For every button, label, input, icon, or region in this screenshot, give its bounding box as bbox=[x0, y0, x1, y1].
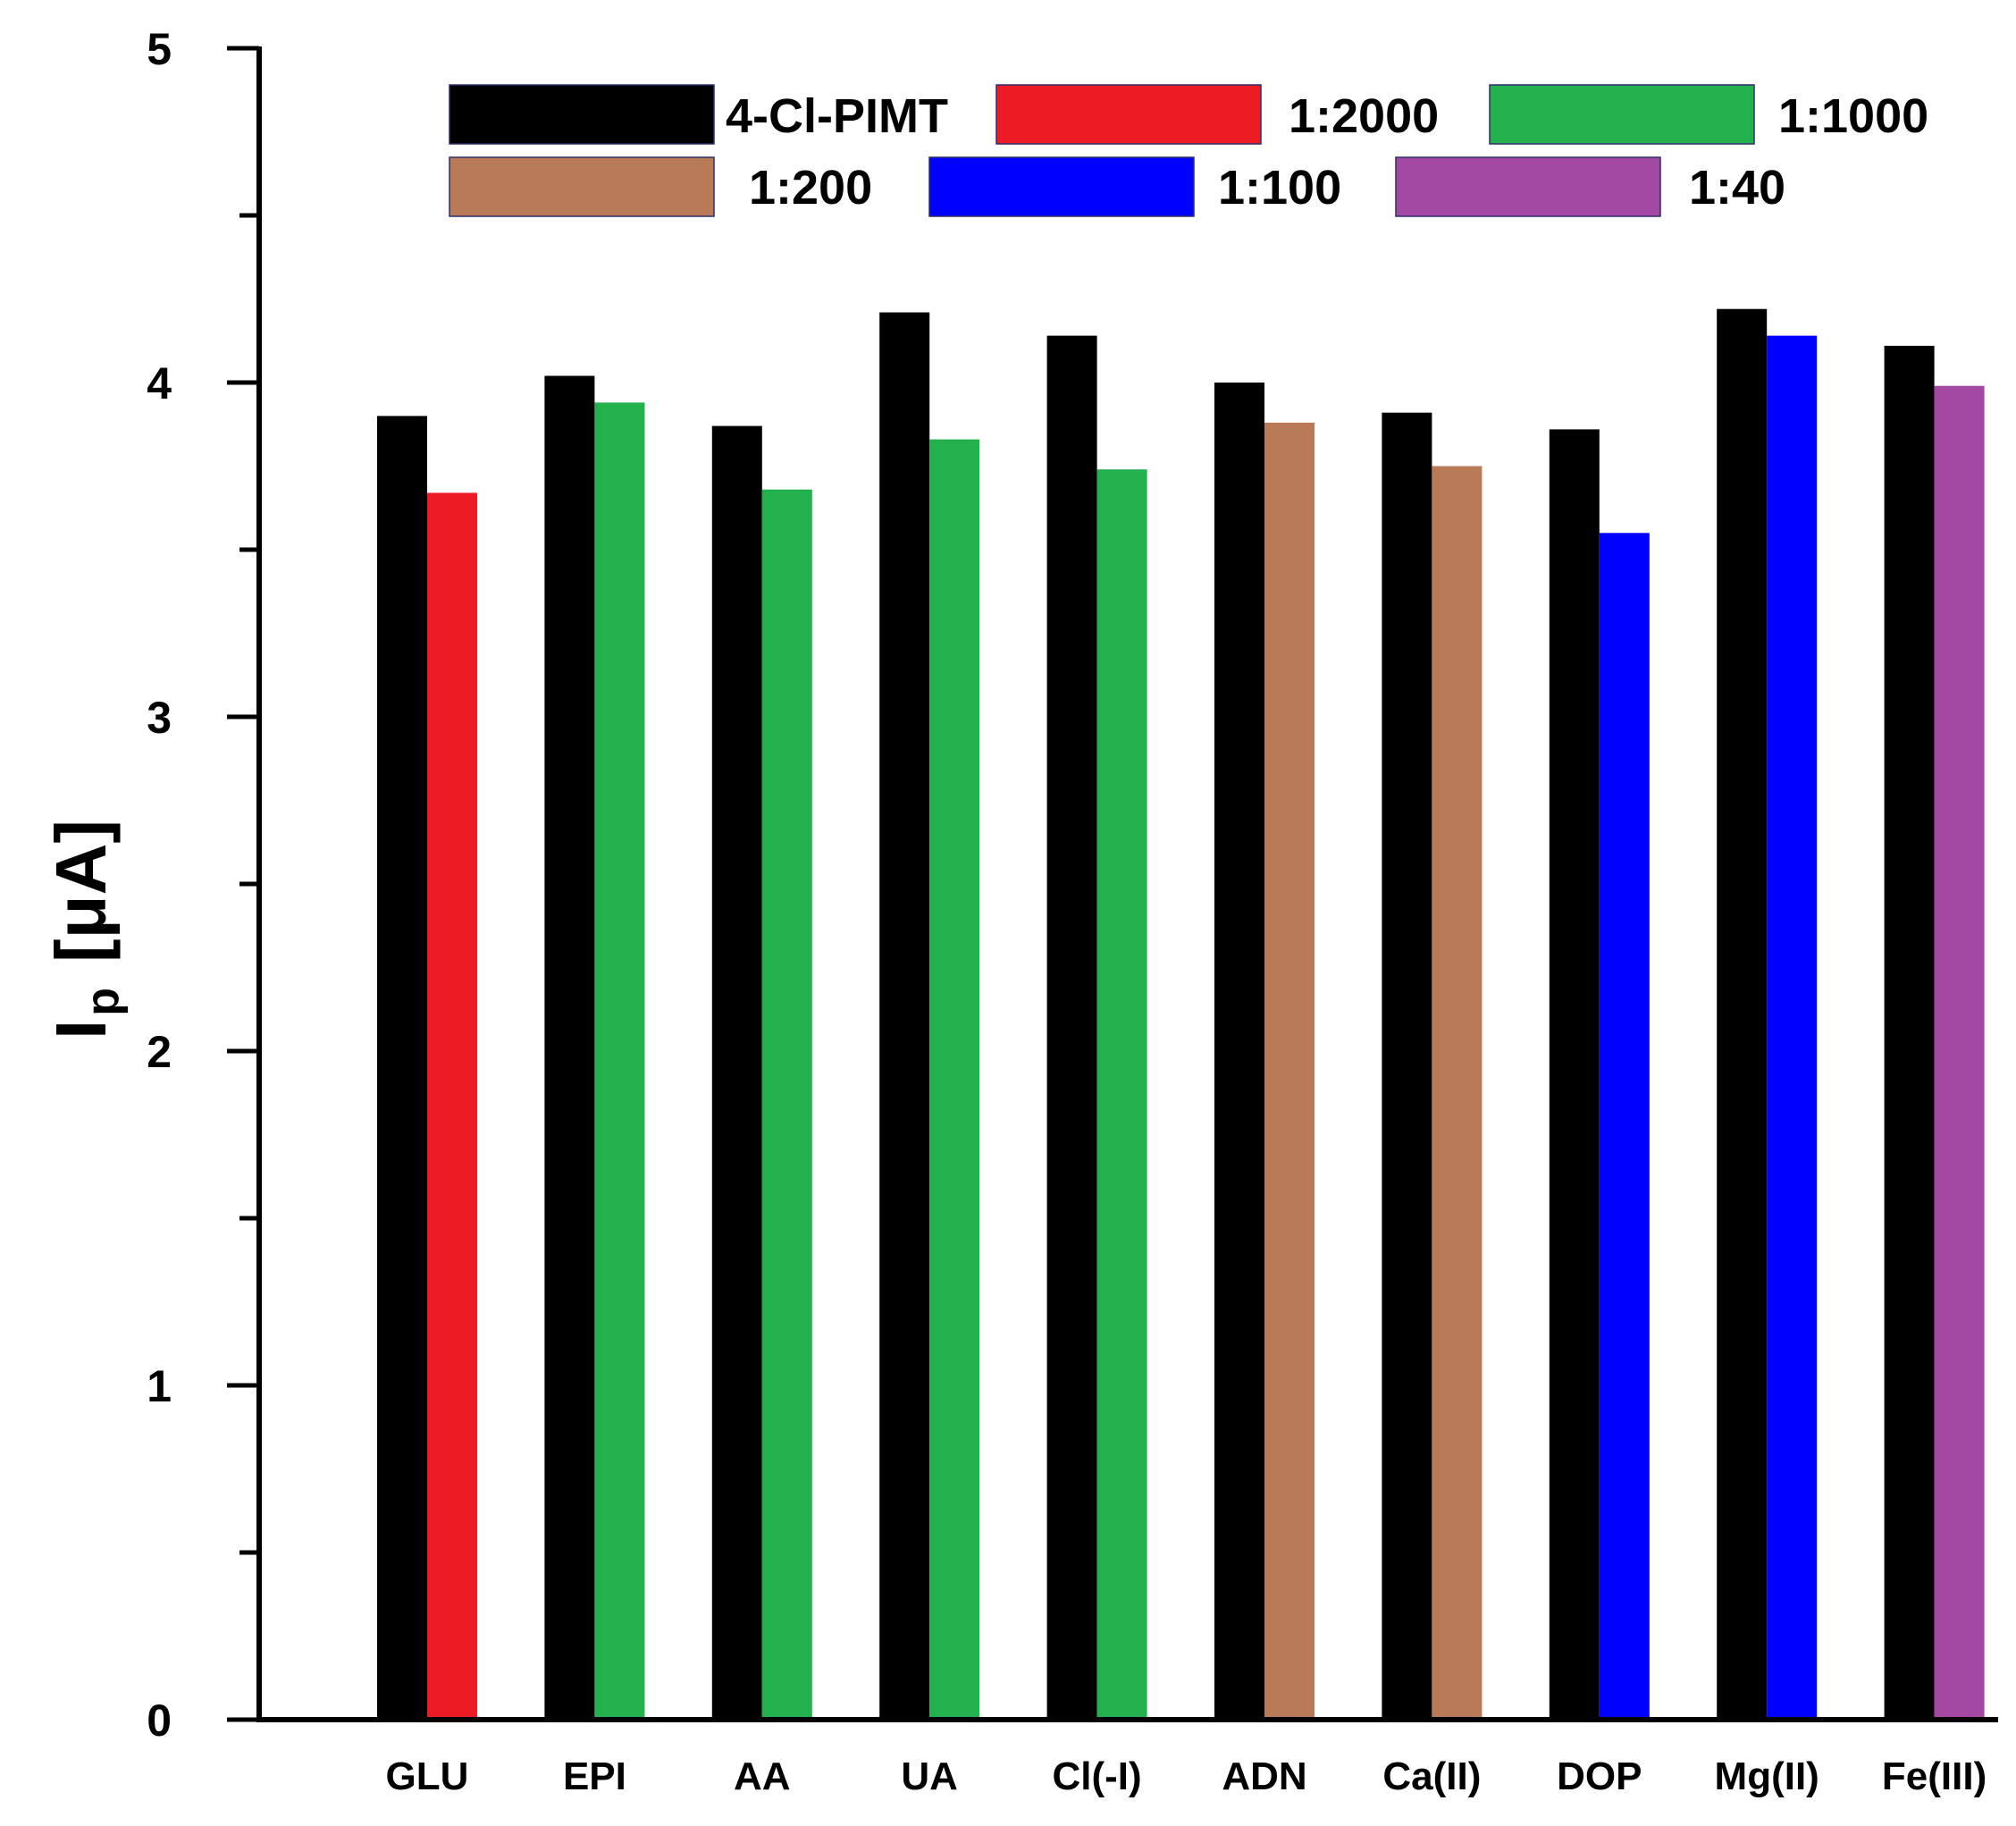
bar-4-Cl-PIMT-ADN bbox=[1214, 383, 1264, 1720]
legend-swatch-1:1000 bbox=[1489, 84, 1755, 145]
bar-1:1000-EPI bbox=[594, 402, 645, 1720]
bar-1:1000-Cl(-I) bbox=[1096, 469, 1147, 1721]
legend-swatch-1:40 bbox=[1395, 156, 1661, 217]
x-tick-label-ADN: ADN bbox=[1222, 1754, 1306, 1798]
legend: 4-Cl-PIMT 1:2000 1:1000 1:200 1:100 1:40 bbox=[449, 84, 1928, 217]
bar-4-Cl-PIMT-Cl(-I) bbox=[1046, 335, 1097, 1721]
bar-4-Cl-PIMT-Ca(II) bbox=[1382, 412, 1432, 1721]
bar-1:200-ADN bbox=[1264, 422, 1315, 1720]
bar-4-Cl-PIMT-UA bbox=[879, 312, 930, 1720]
x-tick-label-UA: UA bbox=[901, 1754, 958, 1798]
y-tick-label-0: 0 bbox=[147, 1696, 172, 1746]
legend-swatch-1:100 bbox=[928, 156, 1195, 217]
y-axis-title-main: I bbox=[41, 1020, 121, 1039]
y-axis-title-subscript: p bbox=[77, 988, 129, 1016]
bar-4-Cl-PIMT-EPI bbox=[544, 375, 595, 1720]
y-axis-title-unit: [μA] bbox=[41, 820, 121, 963]
legend-swatch-1:200 bbox=[449, 156, 715, 217]
y-tick-label-4: 4 bbox=[147, 358, 172, 408]
bar-1:100-DOP bbox=[1599, 533, 1650, 1720]
x-tick-label-DOP: DOP bbox=[1557, 1754, 1642, 1798]
y-axis-title: Ip [μA] bbox=[41, 820, 129, 1039]
legend-label-4-Cl-PIMT: 4-Cl-PIMT bbox=[726, 89, 948, 143]
bar-4-Cl-PIMT-Fe(III) bbox=[1884, 345, 1935, 1720]
bar-1:2000-GLU bbox=[427, 492, 477, 1720]
x-tick-label-Fe(III): Fe(III) bbox=[1882, 1754, 1987, 1798]
legend-swatch-4-Cl-PIMT bbox=[449, 84, 715, 145]
bar-4-Cl-PIMT-AA bbox=[711, 425, 762, 1721]
bar-1:40-Fe(III) bbox=[1934, 385, 1985, 1721]
legend-label-1:2000: 1:2000 bbox=[1289, 89, 1439, 143]
bar-4-Cl-PIMT-Mg(II) bbox=[1717, 308, 1768, 1721]
legend-label-1:40: 1:40 bbox=[1689, 161, 1785, 215]
y-tick-label-5: 5 bbox=[147, 24, 172, 74]
bar-4-Cl-PIMT-DOP bbox=[1549, 429, 1600, 1720]
bar-1:1000-AA bbox=[761, 489, 812, 1721]
x-tick-label-AA: AA bbox=[734, 1754, 791, 1798]
legend-label-1:100: 1:100 bbox=[1218, 161, 1341, 215]
y-tick-label-3: 3 bbox=[147, 693, 172, 743]
bar-1:200-Ca(II) bbox=[1432, 466, 1483, 1720]
x-tick-label-GLU: GLU bbox=[386, 1754, 469, 1798]
legend-swatch-1:2000 bbox=[995, 84, 1262, 145]
y-tick-label-2: 2 bbox=[147, 1027, 172, 1077]
x-tick-label-EPI: EPI bbox=[563, 1754, 626, 1798]
axes-group: GLU EPI AA UA Cl(-I) ADN Ca(II) DOP Mg(II) Fe(III… bbox=[147, 24, 1998, 1798]
x-tick-label-Cl(-I): Cl(-I) bbox=[1053, 1754, 1142, 1798]
bars-group bbox=[377, 308, 1985, 1721]
bar-4-Cl-PIMT-GLU bbox=[377, 416, 427, 1720]
bar-1:1000-UA bbox=[929, 439, 980, 1721]
legend-label-1:200: 1:200 bbox=[749, 161, 872, 215]
y-tick-label-1: 1 bbox=[147, 1361, 172, 1411]
legend-label-1:1000: 1:1000 bbox=[1778, 89, 1928, 143]
x-tick-label-Mg(II): Mg(II) bbox=[1715, 1754, 1819, 1798]
bar-1:100-Mg(II) bbox=[1767, 335, 1818, 1721]
x-tick-label-Ca(II): Ca(II) bbox=[1382, 1754, 1481, 1798]
